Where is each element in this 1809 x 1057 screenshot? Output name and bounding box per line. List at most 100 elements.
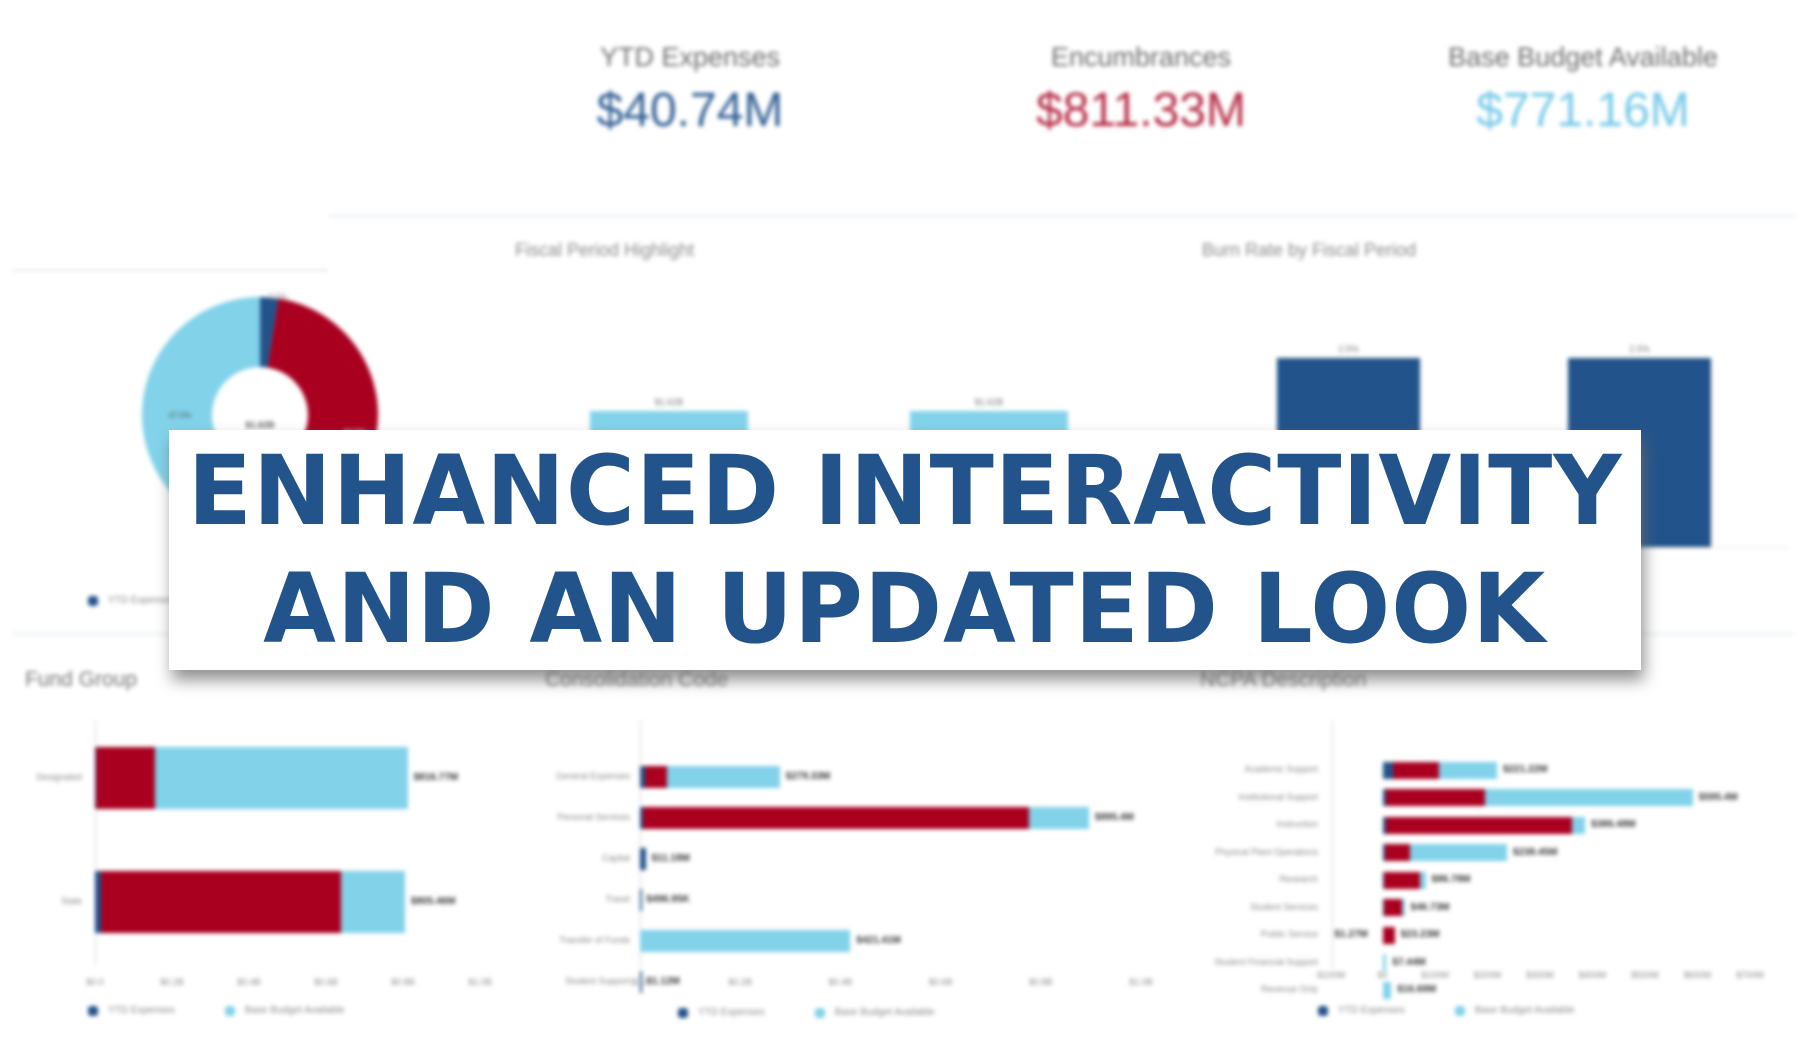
category-label: Student Support: [564, 976, 630, 986]
bar-segment-encumbrances[interactable]: [1383, 871, 1421, 889]
bar-segment-base-budget-available[interactable]: [1382, 954, 1387, 971]
fund-group-title: Fund Group: [25, 668, 138, 691]
bar-segment-ytd-expenses[interactable]: [640, 971, 642, 993]
bar-segment-ytd-expenses[interactable]: [640, 766, 645, 788]
bar-segment-encumbrances[interactable]: [1385, 816, 1573, 834]
x-tick-label: $400M: [1578, 970, 1607, 980]
legend-item-ytd[interactable]: YTD Expenses: [1318, 1005, 1405, 1016]
legend-item-base[interactable]: Base Budget Available: [1454, 1005, 1575, 1016]
category-label: State: [60, 896, 82, 906]
bar-value-label: $86.78M: [1431, 874, 1471, 885]
legend-item-base[interactable]: Base Budget Available: [814, 1007, 935, 1018]
category-label: Instruction: [1276, 819, 1318, 829]
legend-item-ytd[interactable]: YTD Expenses: [88, 595, 175, 606]
bar-segment-base-budget-available[interactable]: [1401, 899, 1405, 916]
bar-segment-encumbrances[interactable]: [1385, 789, 1486, 806]
x-tick-label: $0.4B: [237, 977, 261, 987]
bar-segment-base-budget-available[interactable]: [1420, 871, 1426, 889]
category-label: Institutional Support: [1238, 791, 1318, 802]
bar-segment-ytd-expenses[interactable]: [640, 889, 642, 911]
bar-segment-ytd-expenses[interactable]: [1382, 871, 1385, 889]
bar-segment-encumbrances[interactable]: [1384, 844, 1410, 861]
x-tick-label: $0.6B: [928, 977, 953, 987]
legend-swatch-ytd: [88, 595, 98, 606]
bar-value-label: $386.48M: [1591, 819, 1636, 830]
x-tick-label: $0.8B: [391, 977, 415, 987]
bar-segment-encumbrances[interactable]: [95, 747, 155, 809]
legend-swatch-ytd: [1318, 1005, 1328, 1016]
bar-segment-ytd-expenses[interactable]: [1382, 816, 1386, 834]
burn-rate-title: Burn Rate by Fiscal Period: [1202, 240, 1417, 260]
category-label: Physical Plant Operations: [1214, 846, 1318, 857]
bar-segment-encumbrances[interactable]: [1383, 926, 1395, 944]
bar-value-label: $1.12M: [646, 976, 680, 987]
donut-slice-label-base: 47.0%: [169, 411, 192, 420]
category-label: Academic Support: [1244, 764, 1318, 774]
donut-center-label: $1.62B: [245, 420, 275, 430]
x-tick-label: $0.2B: [160, 977, 184, 987]
bar-segment-base-budget-available[interactable]: [1572, 816, 1586, 834]
x-tick-label: -$100M: [1314, 970, 1346, 980]
legend-label: Base Budget Available: [834, 1007, 935, 1018]
bar-value-label: $816.77M: [413, 772, 459, 783]
bar-value-label: $221.22M: [1502, 764, 1548, 775]
legend-swatch-ytd: [88, 1005, 98, 1016]
bar-segment-base-budget-available[interactable]: [1382, 981, 1392, 999]
legend-label: YTD Expenses: [698, 1007, 765, 1018]
bar-data-label: $1.62B: [974, 397, 1004, 408]
bar-value-label: $895.4M: [1094, 812, 1134, 823]
bar-segment-base-budget-available[interactable]: [667, 766, 780, 788]
chart-legend: YTD Expenses Base Budget Available: [1318, 1005, 1625, 1016]
bar-segment-base-budget-available[interactable]: [341, 871, 405, 933]
bar-segment-base-budget-available[interactable]: [1409, 844, 1507, 861]
x-tick-label: $200M: [1473, 970, 1502, 980]
x-tick-label: $500M: [1631, 970, 1659, 980]
bar-value-label: $496.95K: [646, 894, 690, 905]
bar-segment-encumbrances[interactable]: [101, 871, 342, 933]
negative-value-label: $1.27M: [1334, 929, 1368, 940]
kpi-ytd-expenses[interactable]: YTD Expenses $40.74M: [500, 42, 880, 138]
bar-data-label: 2.5%: [1629, 344, 1650, 355]
bar-segment-base-budget-available[interactable]: [1028, 807, 1089, 829]
legend-item-ytd[interactable]: YTD Expenses: [678, 1007, 765, 1018]
bar-segment-ytd-expenses[interactable]: [1382, 899, 1385, 916]
bar-segment-ytd-expenses[interactable]: [95, 871, 102, 933]
legend-item-base[interactable]: Base Budget Available: [224, 1005, 345, 1016]
bar-segment-ytd-expenses[interactable]: [640, 848, 646, 870]
bar-segment-base-budget-available[interactable]: [640, 930, 851, 952]
ncpa-description-chart: Academic Support $221.22M Institutional Su…: [1160, 700, 1809, 1050]
bar-segment-base-budget-available[interactable]: [154, 747, 408, 809]
bar-segment-ytd-expenses[interactable]: [640, 807, 643, 829]
bar-value-label: $279.33M: [785, 771, 831, 782]
bar-segment-base-budget-available[interactable]: [1439, 761, 1497, 779]
bar-segment-encumbrances[interactable]: [1383, 899, 1402, 916]
bar-segment-encumbrances[interactable]: [644, 766, 668, 788]
legend-swatch-ytd: [678, 1007, 688, 1018]
x-tick-label: $300M: [1526, 970, 1554, 980]
bar-segment-ytd-expenses[interactable]: [1382, 844, 1385, 861]
x-tick-label: $0.2B: [728, 977, 752, 987]
banner-line-1: ENHANCED INTERACTIVITY: [187, 435, 1623, 547]
bar-segment-encumbrances[interactable]: [1393, 761, 1440, 779]
bar-value-label: $46.73M: [1410, 901, 1450, 913]
kpi-base-budget-available[interactable]: Base Budget Available $771.16M: [1393, 42, 1773, 138]
headline-banner: ENHANCED INTERACTIVITY AND AN UPDATED LO…: [169, 430, 1641, 670]
bar-segment-ytd-expenses[interactable]: [1382, 761, 1393, 779]
consolidation-code-chart: General Expenses $279.33M Personal Service…: [520, 700, 1160, 1050]
legend-item-ytd[interactable]: YTD Expenses: [88, 1005, 175, 1016]
category-label: Public Service: [1260, 929, 1318, 939]
bar-segment-base-budget-available[interactable]: [1485, 789, 1693, 806]
bar-value-label: $23.23M: [1400, 929, 1440, 940]
y-axis-line: [640, 720, 641, 968]
kpi-encumbrances[interactable]: Encumbrances $811.33M: [951, 42, 1331, 138]
bar-value-label: $595.4M: [1698, 791, 1738, 803]
chart-legend: YTD Expenses Base Budget Available: [88, 1005, 395, 1016]
x-tick-label: $0: [1377, 970, 1388, 980]
banner-line-2: AND AN UPDATED LOOK: [263, 553, 1547, 665]
left-panel-divider: [13, 270, 328, 271]
bar-segment-encumbrances[interactable]: [643, 807, 1029, 829]
donut-slice-ytd-expenses[interactable]: [260, 297, 279, 368]
bar-segment-ytd-expenses[interactable]: [1382, 789, 1386, 806]
category-label: Travel: [605, 894, 630, 904]
kpi-label: Base Budget Available: [1448, 42, 1718, 72]
